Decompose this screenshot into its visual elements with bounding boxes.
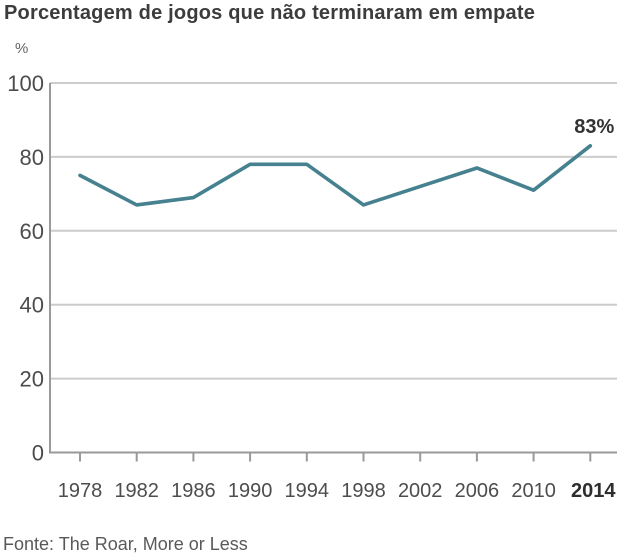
y-tick-label-0: 0: [32, 441, 44, 466]
annotation-last-value: 83%: [574, 116, 614, 138]
x-tick-label-1978: 1978: [58, 480, 103, 502]
data-line: [78, 144, 593, 207]
x-tick-label-2002: 2002: [398, 480, 443, 502]
x-tick-label-1998: 1998: [341, 480, 386, 502]
y-tick-label-80: 80: [20, 145, 44, 170]
chart-title: Porcentagem de jogos que não terminaram …: [4, 2, 536, 24]
x-tick-label-1986: 1986: [171, 480, 216, 502]
x-tick-label-1982: 1982: [114, 480, 159, 502]
y-tick-label-60: 60: [20, 219, 44, 244]
x-tick-label-1990: 1990: [228, 480, 273, 502]
y-tick-label-40: 40: [20, 293, 44, 318]
y-tick-label-20: 20: [20, 367, 44, 392]
y-axis-unit-label: %: [15, 40, 29, 57]
y-tick-label-100: 100: [7, 71, 44, 96]
x-tick-label-2010: 2010: [511, 480, 556, 502]
source-note: Fonte: The Roar, More or Less: [3, 534, 248, 554]
x-tick-label-2006: 2006: [455, 480, 500, 502]
x-tick-label-2014: 2014: [571, 480, 616, 502]
x-tick-label-1994: 1994: [285, 480, 330, 502]
